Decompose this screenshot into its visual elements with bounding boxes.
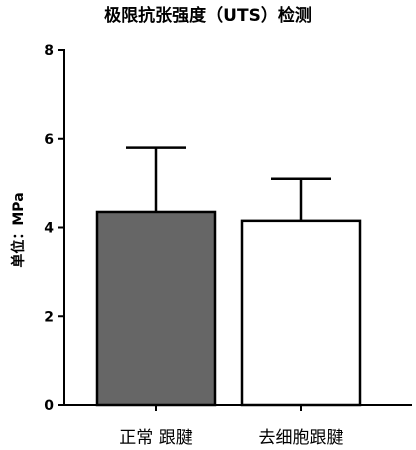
y-axis-label: 单位：MPa [10, 192, 27, 267]
y-tick-label: 4 [44, 221, 54, 237]
y-tick-label: 0 [44, 398, 54, 414]
bar-2 [240, 219, 362, 407]
x-tick-label: 去细胞跟腱 [259, 428, 344, 448]
x-tick-label: 正常 跟腱 [119, 428, 192, 448]
chart-title: 极限抗张强度（UTS）检测 [104, 5, 312, 26]
y-tick-label: 6 [44, 132, 54, 148]
y-tick-label: 8 [44, 43, 54, 59]
plot-area: 0 2 4 6 8 正常 跟腱 去细胞跟腱 [44, 43, 412, 448]
bar-1 [95, 210, 217, 407]
y-tick-label: 2 [44, 309, 54, 325]
